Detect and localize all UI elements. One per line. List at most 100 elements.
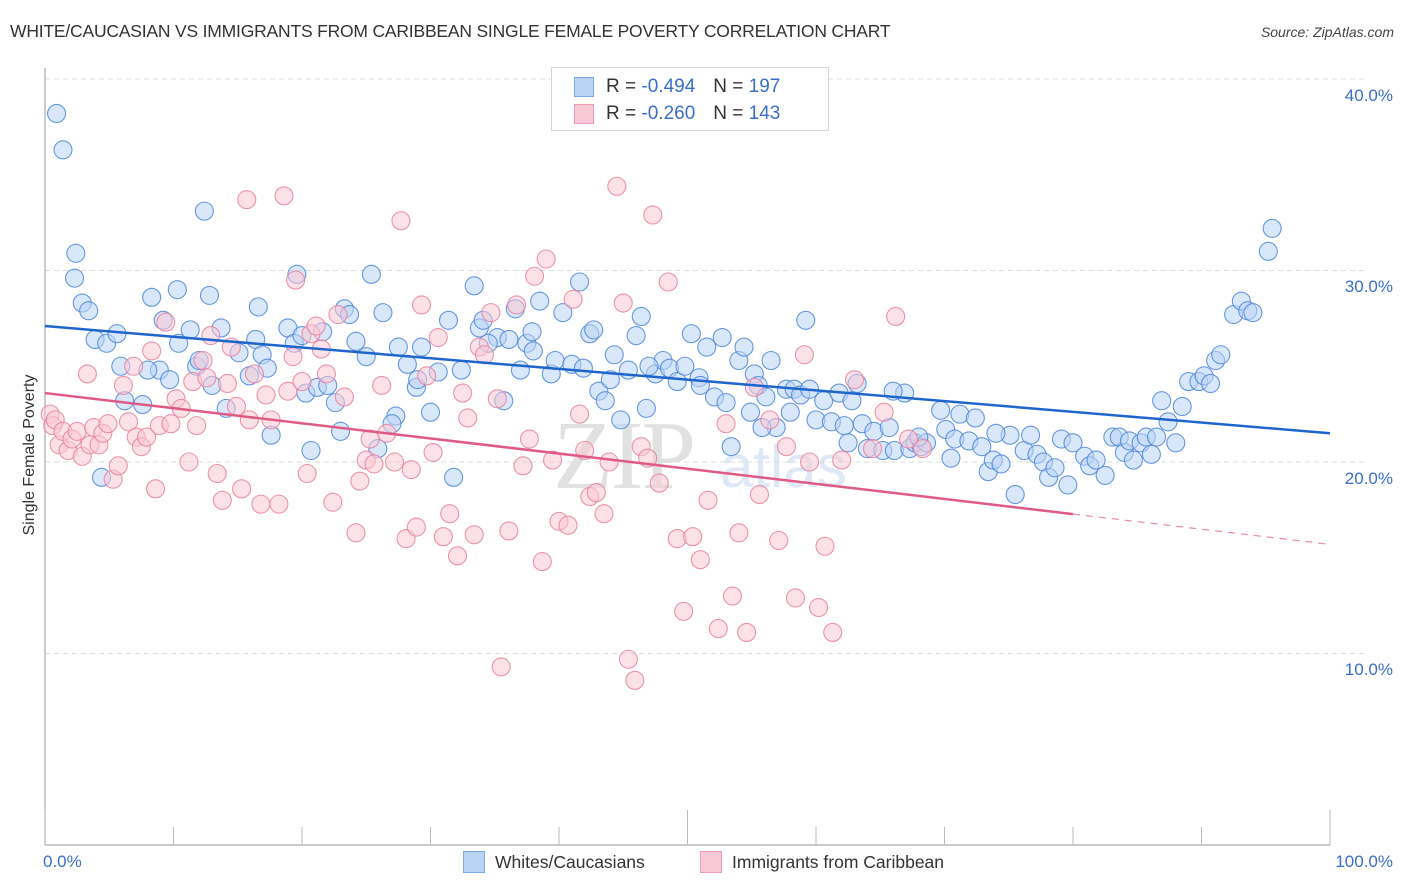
point-whites <box>330 421 351 441</box>
point-caribbean <box>401 460 421 480</box>
point-whites <box>716 393 736 413</box>
point-whites <box>545 350 565 371</box>
y-tick-label-10: 10.0% <box>1344 660 1393 679</box>
point-caribbean <box>193 350 213 371</box>
point-caribbean <box>346 523 366 543</box>
point-whites <box>721 437 741 457</box>
point-caribbean <box>113 375 133 395</box>
point-whites <box>1095 465 1115 485</box>
point-whites <box>631 306 651 327</box>
r-label: R = <box>606 103 637 124</box>
n-label: N = <box>713 103 744 124</box>
point-whites <box>167 280 187 300</box>
point-whites <box>595 391 615 411</box>
point-caribbean <box>708 619 728 639</box>
point-whites <box>965 408 985 428</box>
series-caribbean-points <box>40 176 933 690</box>
point-caribbean <box>423 442 443 462</box>
point-caribbean <box>201 326 221 346</box>
point-whites <box>522 322 542 342</box>
point-caribbean <box>316 364 336 384</box>
point-whites <box>388 337 408 357</box>
point-caribbean <box>722 586 743 606</box>
point-whites <box>180 320 200 340</box>
point-whites <box>734 337 754 357</box>
point-whites <box>697 337 717 357</box>
point-caribbean <box>306 316 326 336</box>
x-tick-label-100: 100.0% <box>1335 852 1393 871</box>
point-caribbean <box>499 521 519 541</box>
point-whites <box>530 291 550 311</box>
point-caribbean <box>607 176 627 196</box>
point-caribbean <box>447 546 468 566</box>
point-caribbean <box>98 414 118 434</box>
point-whites <box>199 285 220 305</box>
point-caribbean <box>599 452 619 472</box>
point-whites <box>626 326 646 346</box>
point-whites <box>464 276 484 296</box>
point-caribbean <box>411 295 432 315</box>
point-caribbean <box>613 293 633 313</box>
point-whites <box>675 356 695 376</box>
point-whites <box>1172 396 1192 417</box>
point-whites <box>1058 475 1078 495</box>
point-whites <box>1086 450 1106 470</box>
point-whites <box>444 467 464 487</box>
point-caribbean <box>360 429 380 449</box>
point-whites <box>65 268 85 288</box>
point-caribbean <box>760 410 780 430</box>
bottom-legend-whites[interactable]: Whites/Caucasians <box>463 851 645 873</box>
point-whites <box>1158 412 1178 432</box>
point-caribbean <box>77 364 97 384</box>
point-caribbean <box>649 473 669 493</box>
bottom-legend-caribbean[interactable]: Immigrants from Caribbean <box>700 851 944 873</box>
point-whites <box>712 327 732 348</box>
point-whites <box>681 324 701 344</box>
point-caribbean <box>350 471 370 491</box>
point-whites <box>838 433 858 453</box>
point-caribbean <box>207 463 227 484</box>
point-caribbean <box>785 588 805 608</box>
point-whites <box>346 331 366 351</box>
point-whites <box>991 454 1011 474</box>
point-whites <box>373 303 393 323</box>
legend-row-caribbean: R = -0.260 N = 143 <box>574 102 780 126</box>
point-caribbean <box>118 412 139 432</box>
point-caribbean <box>874 402 894 422</box>
point-caribbean <box>334 387 354 407</box>
trend-lines <box>44 324 1331 545</box>
r-value: -0.260 <box>641 103 696 124</box>
point-caribbean <box>269 494 289 514</box>
point-caribbean <box>674 601 694 621</box>
legend-swatch-pink <box>574 104 594 124</box>
point-whites <box>160 370 180 390</box>
point-caribbean <box>372 375 392 395</box>
point-caribbean <box>844 370 865 390</box>
point-caribbean <box>698 490 718 510</box>
point-caribbean <box>525 266 545 286</box>
point-caribbean <box>384 452 405 472</box>
point-caribbean <box>558 515 578 535</box>
point-caribbean <box>586 483 606 503</box>
point-whites <box>411 337 432 357</box>
series-whites-points <box>47 103 1282 505</box>
point-caribbean <box>237 190 257 210</box>
point-whites <box>931 400 951 420</box>
trend-line-whites <box>44 324 1331 435</box>
point-caribbean <box>108 456 128 476</box>
point-caribbean <box>519 429 539 449</box>
x-tick-label-0: 0.0% <box>43 852 82 871</box>
stats-legend: R = -0.494 N = 197 R = -0.260 N = 143 <box>551 67 829 131</box>
point-caribbean <box>729 523 749 543</box>
point-whites <box>573 358 593 378</box>
point-caribbean <box>142 341 162 361</box>
point-whites <box>1152 391 1172 411</box>
point-caribbean <box>292 372 312 392</box>
point-caribbean <box>67 421 87 441</box>
point-whites <box>248 297 268 317</box>
point-whites <box>570 272 590 292</box>
trend-line-caribbean-extrapolated <box>1072 513 1331 545</box>
legend-swatch-pink <box>700 851 722 873</box>
y-tick-label-20: 20.0% <box>1344 469 1393 488</box>
point-whites <box>1141 444 1161 464</box>
